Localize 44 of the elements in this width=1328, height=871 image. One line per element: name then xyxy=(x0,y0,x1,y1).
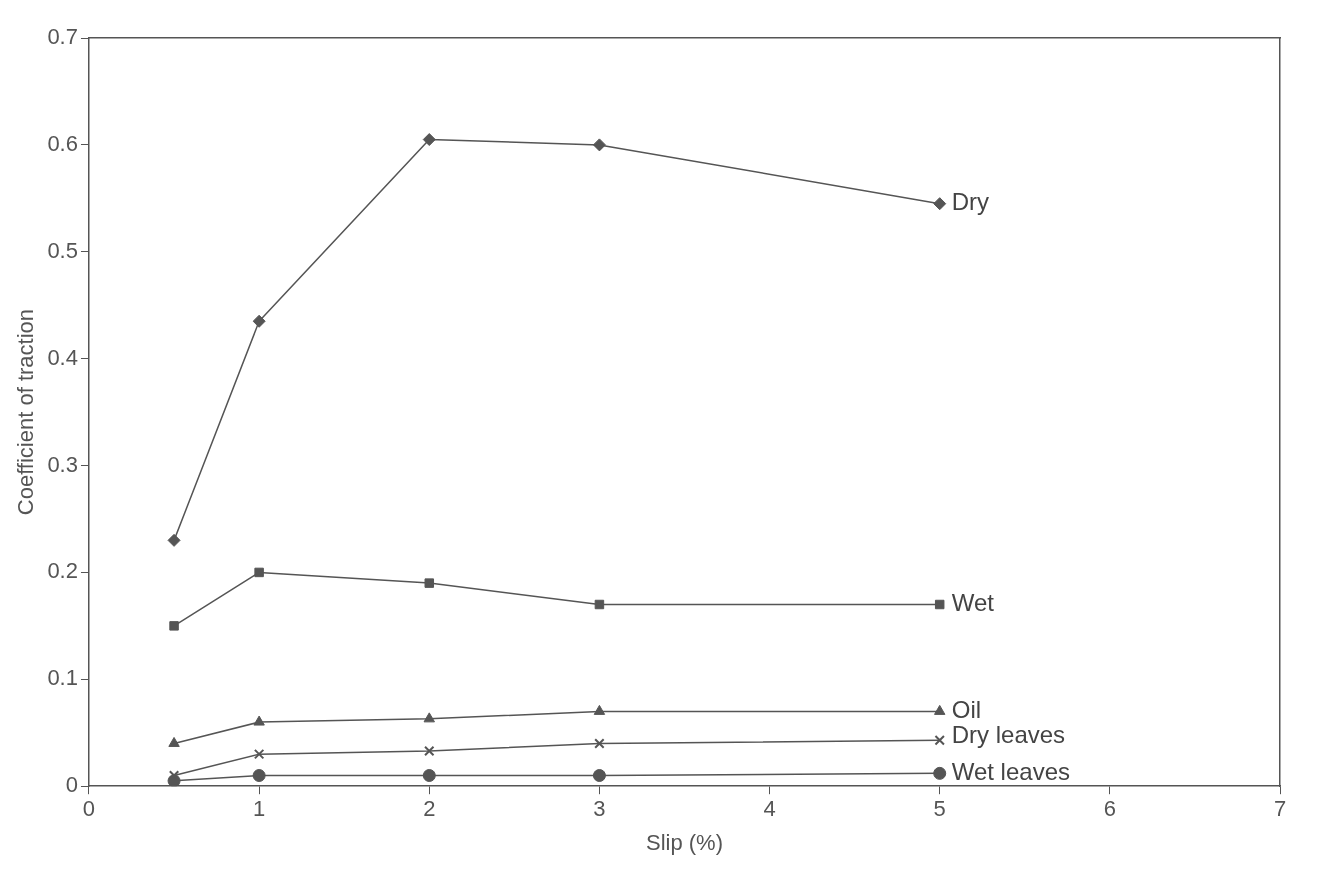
point xyxy=(254,567,264,578)
y-axis-title: Coefficient of traction xyxy=(13,308,39,516)
point xyxy=(933,766,947,780)
y-tick-label: 0.3 xyxy=(47,451,78,477)
x-tick-label: 1 xyxy=(253,796,266,822)
point xyxy=(252,769,266,783)
y-tick-label: 0.7 xyxy=(47,24,78,50)
point xyxy=(252,314,266,328)
series-label: Dry xyxy=(951,188,990,216)
x-tick-label: 6 xyxy=(1103,796,1116,822)
series-label: Wet xyxy=(951,589,995,617)
point xyxy=(253,748,265,760)
point xyxy=(424,578,435,588)
point xyxy=(167,533,181,547)
y-tick-label: 0.4 xyxy=(47,344,78,370)
y-tick-label: 0.6 xyxy=(47,130,78,156)
point xyxy=(253,715,265,726)
x-tick-label: 5 xyxy=(933,796,946,822)
point xyxy=(594,738,605,749)
point xyxy=(423,712,435,723)
point xyxy=(592,769,606,783)
point xyxy=(592,138,606,152)
y-tick-label: 0.5 xyxy=(47,237,78,263)
point xyxy=(424,745,435,757)
point xyxy=(422,769,436,783)
point xyxy=(422,133,436,147)
point xyxy=(593,704,606,715)
x-tick-label: 3 xyxy=(593,796,606,822)
x-tick-label: 7 xyxy=(1273,796,1287,822)
y-tick-label: 0.1 xyxy=(47,665,78,691)
point xyxy=(934,735,945,746)
point xyxy=(168,736,180,747)
x-tick-label: 4 xyxy=(763,796,776,822)
y-tick-label: 0 xyxy=(65,772,78,798)
point xyxy=(934,599,945,610)
x-tick-label: 0 xyxy=(82,796,96,822)
point xyxy=(169,621,179,631)
point xyxy=(594,599,605,610)
x-tick-label: 2 xyxy=(423,796,436,822)
y-tick-label: 0.2 xyxy=(47,558,78,584)
point xyxy=(934,704,946,715)
point xyxy=(933,197,947,211)
x-axis-title: Slip (%) xyxy=(645,829,723,855)
series-label: Wet leaves xyxy=(951,758,1070,785)
